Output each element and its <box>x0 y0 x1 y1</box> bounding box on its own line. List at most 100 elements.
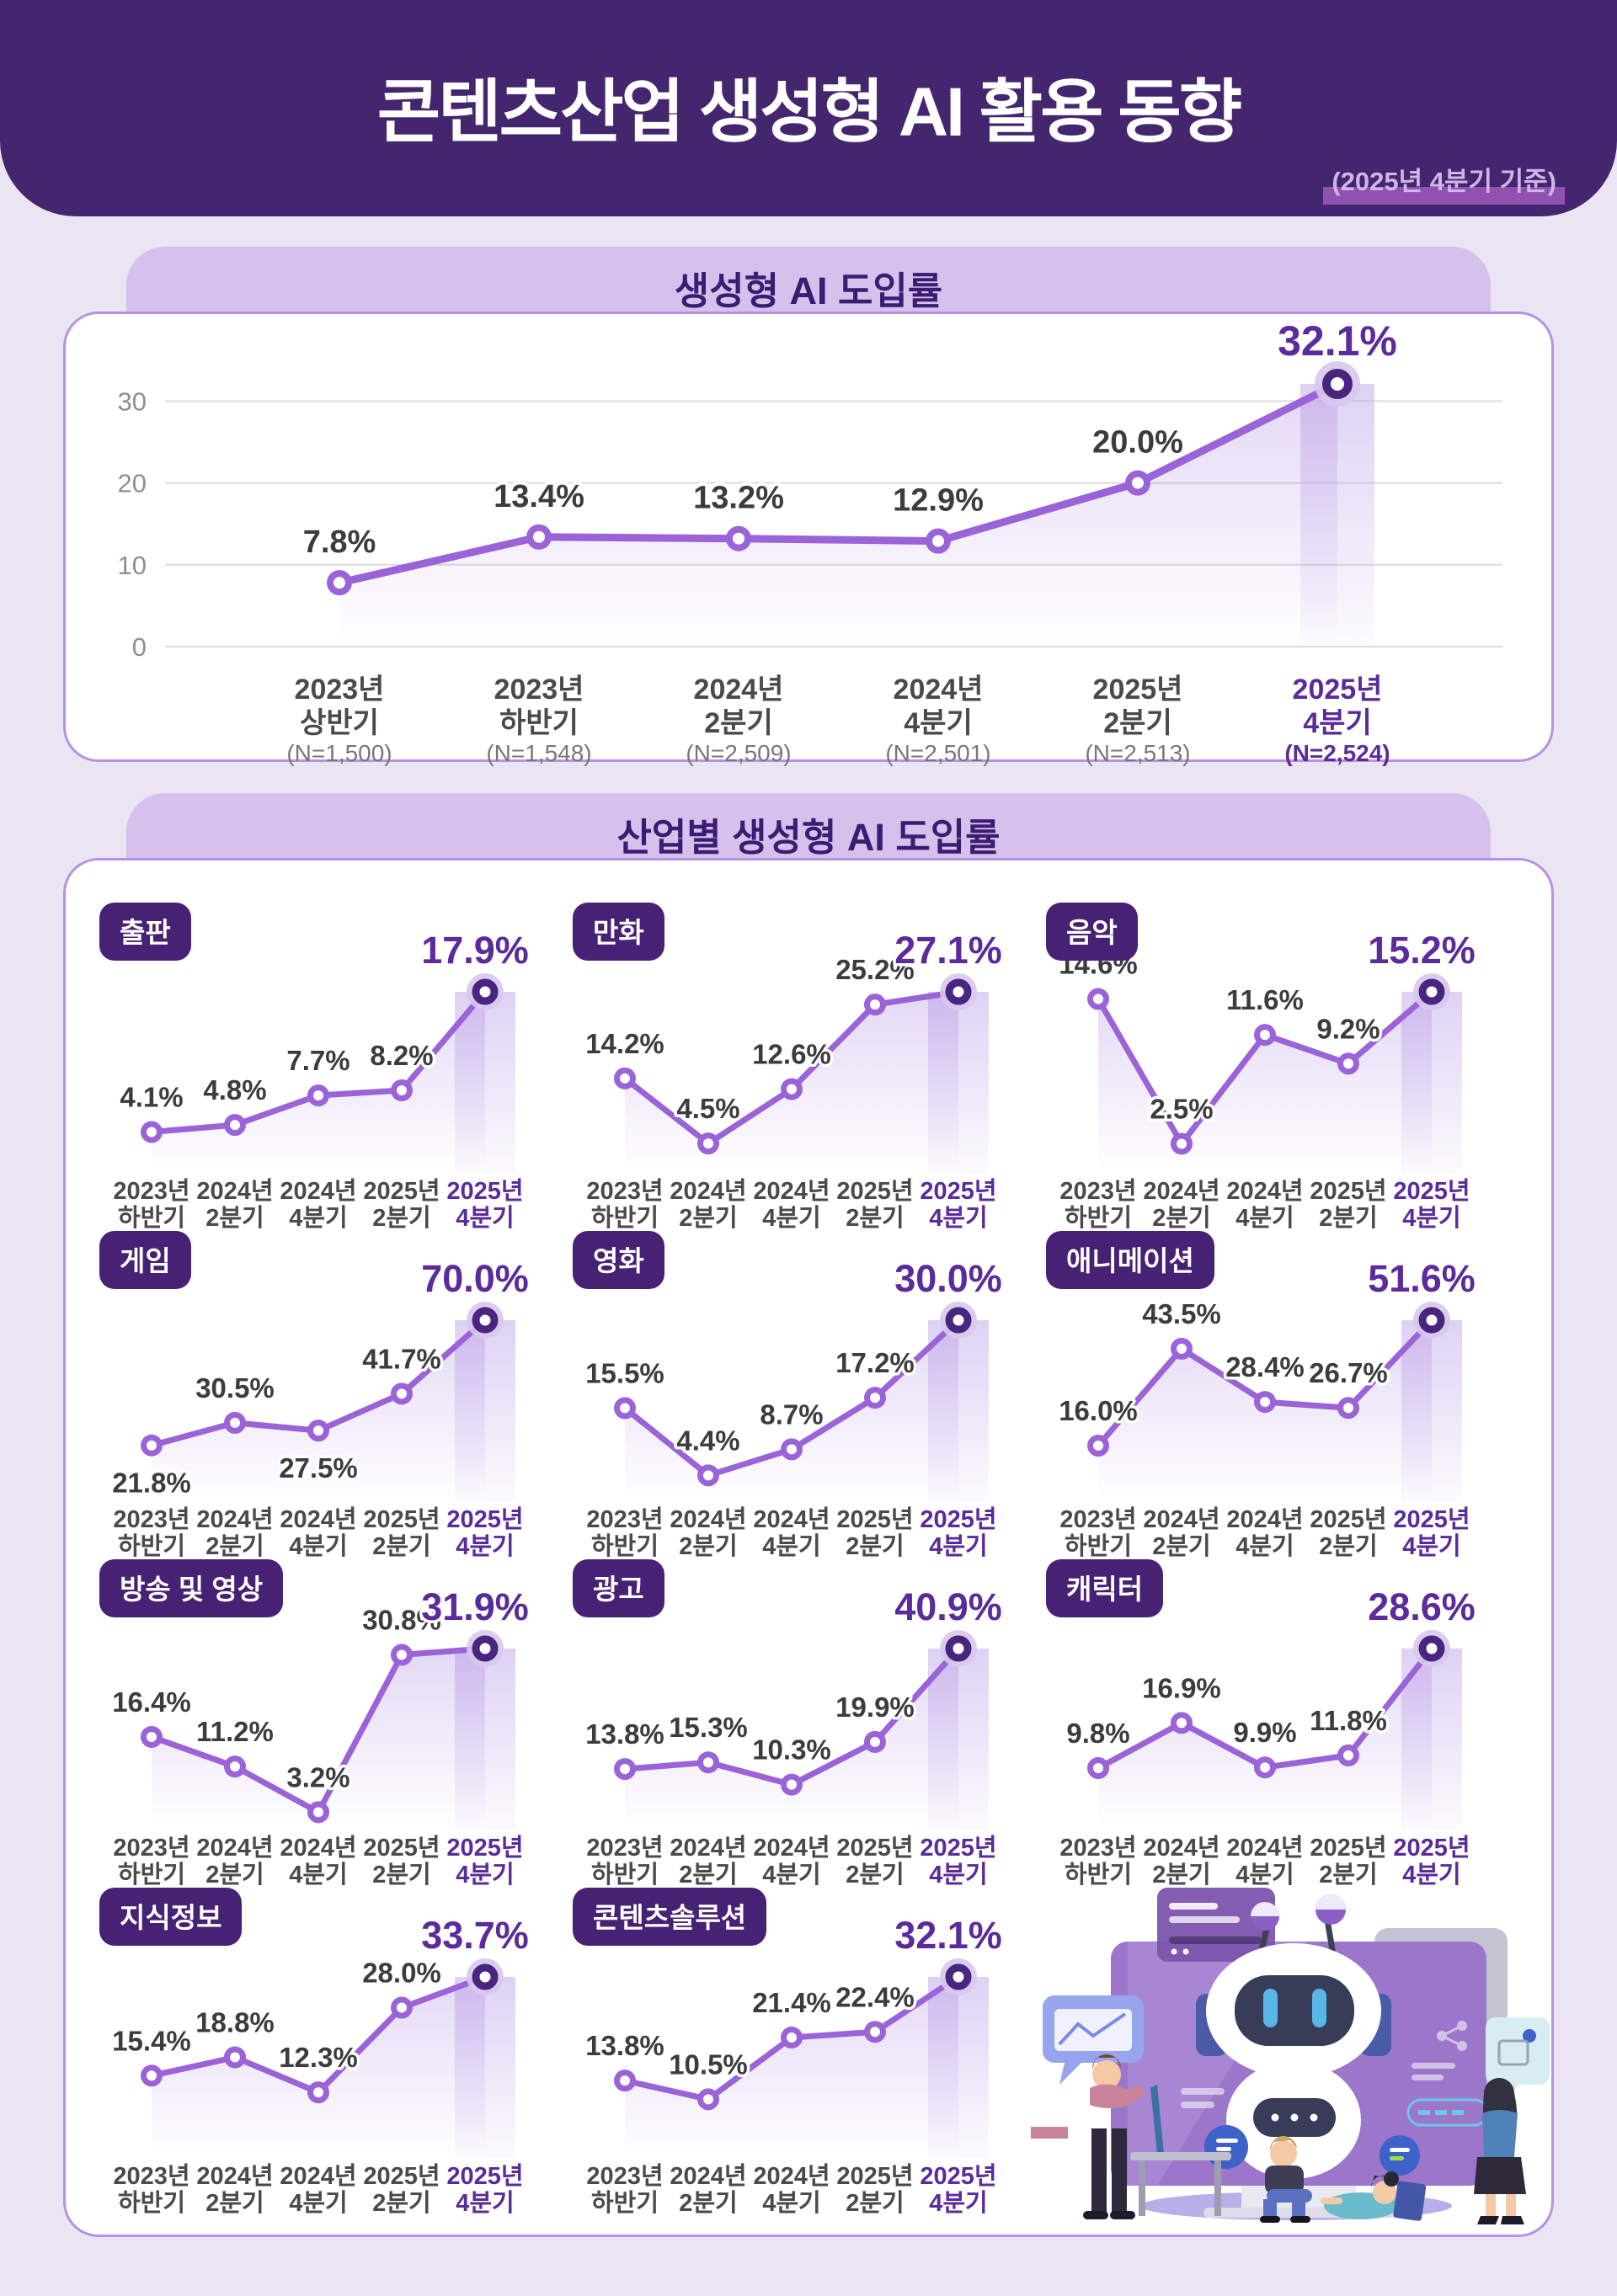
industry-chart-broadcast-video: 방송 및 영상 16.4% 11.2% 3.2% 30.8% 31.9% 2023년 하반기 2… <box>84 1548 560 1889</box>
svg-text:11.8%: 11.8% <box>1310 1705 1387 1736</box>
svg-text:4분기: 4분기 <box>929 1532 988 1560</box>
svg-text:2분기: 2분기 <box>679 2189 738 2217</box>
svg-text:25.2%: 25.2% <box>835 954 915 985</box>
svg-text:30.5%: 30.5% <box>195 1372 275 1404</box>
overall-adoption-card: 0 10 20 30 7.8% 13.4% 13.2% 12.9% 20.0% 32.1% 2023… <box>63 312 1554 766</box>
svg-text:28.4%: 28.4% <box>1225 1351 1305 1382</box>
svg-text:2025년: 2025년 <box>920 1177 996 1205</box>
svg-text:4분기: 4분기 <box>762 1532 821 1560</box>
svg-text:2분기: 2분기 <box>846 1861 905 1888</box>
svg-text:2025년: 2025년 <box>363 2162 440 2190</box>
industry-badge-broadcast-video: 방송 및 영상 <box>99 1559 284 1617</box>
svg-text:4분기: 4분기 <box>456 2189 515 2217</box>
svg-text:32.1%: 32.1% <box>1278 317 1397 365</box>
svg-text:2분기: 2분기 <box>846 1204 905 1232</box>
svg-text:4.4%: 4.4% <box>676 1425 739 1456</box>
svg-text:10: 10 <box>118 551 147 580</box>
chat-bubble-small-1 <box>1204 2125 1248 2169</box>
robot-eye-left <box>1263 1989 1278 2027</box>
industry-chart-content-solution: 콘텐츠솔루션 13.8% 10.5% 21.4% 22.4% 32.1% 2023년 하반기 2… <box>558 1876 1033 2218</box>
svg-text:2024년: 2024년 <box>670 1505 746 1533</box>
svg-text:2024년: 2024년 <box>280 1834 356 1862</box>
industry-badge-comics: 만화 <box>573 903 664 961</box>
chat-bubble-small-2 <box>1380 2135 1420 2176</box>
robot-visor <box>1235 1975 1354 2046</box>
svg-text:하반기: 하반기 <box>1065 1861 1132 1888</box>
svg-text:2분기: 2분기 <box>679 1204 738 1232</box>
svg-text:2023년: 2023년 <box>1059 1834 1136 1862</box>
svg-text:12.6%: 12.6% <box>752 1039 831 1070</box>
svg-text:0: 0 <box>132 632 147 662</box>
svg-text:2.5%: 2.5% <box>1150 1093 1213 1124</box>
industry-chart-music: 음악 14.6% 2.5% 11.6% 9.2% 15.2% 2023년 하반기 2024년 2분… <box>1031 891 1507 1233</box>
robot-eye-right <box>1312 1989 1326 2027</box>
svg-text:하반기: 하반기 <box>118 1532 185 1560</box>
svg-text:7.7%: 7.7% <box>286 1045 350 1076</box>
svg-text:13.4%: 13.4% <box>494 479 584 514</box>
svg-text:하반기: 하반기 <box>1065 1532 1132 1560</box>
monitor-icons <box>1181 2021 1467 2108</box>
svg-text:(N=2,509): (N=2,509) <box>686 740 791 766</box>
svg-text:4분기: 4분기 <box>762 1204 821 1232</box>
svg-text:하반기: 하반기 <box>499 707 579 739</box>
svg-text:2025년: 2025년 <box>1393 1177 1470 1205</box>
industry-chart-svg-publishing: 4.1% 4.8%7.7% 8.2%17.9%2023년하반기2024년2분기202… <box>113 926 531 1233</box>
svg-text:16.9%: 16.9% <box>1142 1672 1221 1703</box>
svg-text:2023년: 2023년 <box>586 1834 663 1862</box>
svg-text:2024년: 2024년 <box>1226 1505 1303 1533</box>
industry-chart-game: 게임 21.8% 30.5% 27.5% 41.7% 70.0% 2023년 하반기 2024년… <box>84 1219 560 1560</box>
svg-text:2023년: 2023년 <box>113 2162 189 2190</box>
industry-chart-svg-music: 14.6%2.5%11.6%9.2%15.2%2023년하반기2024년2분기2… <box>1056 926 1479 1233</box>
svg-text:2분기: 2분기 <box>846 1532 905 1560</box>
industry-chart-grid: 출판 4.1% 4.8% 7.7% 8.2% 17.9% 2023년 하반기 2024년 2분기 2… <box>66 860 1551 2235</box>
svg-text:4분기: 4분기 <box>929 1861 988 1888</box>
svg-text:2분기: 2분기 <box>205 1532 264 1560</box>
industry-chart-svg-broadcast-video: 16.4%11.2%3.2%30.8%31.9%2023년하반기2024년2분기… <box>109 1583 532 1889</box>
svg-text:13.8%: 13.8% <box>585 1718 664 1750</box>
svg-text:4분기: 4분기 <box>456 1204 515 1232</box>
svg-text:15.4%: 15.4% <box>112 2025 191 2056</box>
svg-text:2분기: 2분기 <box>372 2189 431 2217</box>
svg-text:13.8%: 13.8% <box>585 2030 664 2061</box>
industry-badge-character: 캐릭터 <box>1046 1559 1164 1617</box>
svg-text:43.5%: 43.5% <box>1142 1298 1221 1329</box>
industry-chart-publishing: 출판 4.1% 4.8% 7.7% 8.2% 17.9% 2023년 하반기 2024년 2분기 2… <box>84 891 560 1233</box>
industry-charts-card: 출판 4.1% 4.8% 7.7% 8.2% 17.9% 2023년 하반기 2024년 2분기 2… <box>63 858 1554 2237</box>
svg-text:2분기: 2분기 <box>1319 1532 1378 1560</box>
svg-text:28.6%: 28.6% <box>1368 1585 1476 1628</box>
svg-text:2024년: 2024년 <box>1143 1177 1219 1205</box>
svg-text:13.2%: 13.2% <box>693 481 784 516</box>
svg-text:12.9%: 12.9% <box>893 483 984 519</box>
svg-text:2024년: 2024년 <box>196 1505 273 1533</box>
industry-chart-svg-content-solution: 13.8%10.5%21.4% 22.4%32.1%2023년하반기2024년2분… <box>583 1911 1006 2218</box>
section-title-adoption: 생성형 AI 도입률 <box>674 269 943 312</box>
robot <box>1196 1894 1391 2179</box>
svg-text:2024년: 2024년 <box>196 1834 273 1862</box>
svg-text:4분기: 4분기 <box>289 1532 348 1560</box>
svg-text:4분기: 4분기 <box>289 1861 348 1888</box>
svg-text:4.8%: 4.8% <box>203 1074 266 1105</box>
svg-text:하반기: 하반기 <box>591 1861 659 1888</box>
svg-text:2025년: 2025년 <box>1393 1834 1470 1862</box>
svg-text:9.2%: 9.2% <box>1316 1013 1380 1044</box>
svg-text:14.2%: 14.2% <box>585 1028 664 1059</box>
svg-text:2분기: 2분기 <box>846 2189 905 2217</box>
ai-robot-illustration-svg <box>1031 1888 1550 2224</box>
svg-text:17.9%: 17.9% <box>421 929 529 972</box>
industry-chart-comics: 만화 14.2% 4.5% 12.6% 25.2% 27.1% 2023년 하반기 2024년 2… <box>558 891 1033 1233</box>
svg-text:2025년: 2025년 <box>836 1505 913 1533</box>
svg-text:2024년: 2024년 <box>280 1177 356 1205</box>
svg-text:2025년: 2025년 <box>1310 1177 1386 1205</box>
industry-chart-knowledge-info: 지식정보 15.4% 18.8% 12.3% 28.0% 33.7% 2023년 하반기 202… <box>84 1876 560 2217</box>
industry-chart-svg-comics: 14.2%4.5%12.6%25.2%27.1%2023년하반기2024년2분기… <box>583 926 1006 1233</box>
svg-text:2024년: 2024년 <box>670 2162 746 2190</box>
svg-text:4.5%: 4.5% <box>676 1093 739 1124</box>
svg-text:12.3%: 12.3% <box>279 2042 358 2073</box>
svg-text:2분기: 2분기 <box>205 1204 264 1232</box>
svg-text:4분기: 4분기 <box>929 2189 988 2217</box>
svg-text:2025년: 2025년 <box>446 1834 523 1862</box>
reference-period-note: (2025년 4분기 기준) <box>1323 160 1565 205</box>
svg-text:2분기: 2분기 <box>1319 1861 1378 1888</box>
industry-chart-svg-advertising: 13.8% 15.3%10.3%19.9%40.9%2023년하반기2024년2분… <box>583 1583 1006 1889</box>
svg-text:2분기: 2분기 <box>1152 1204 1211 1232</box>
